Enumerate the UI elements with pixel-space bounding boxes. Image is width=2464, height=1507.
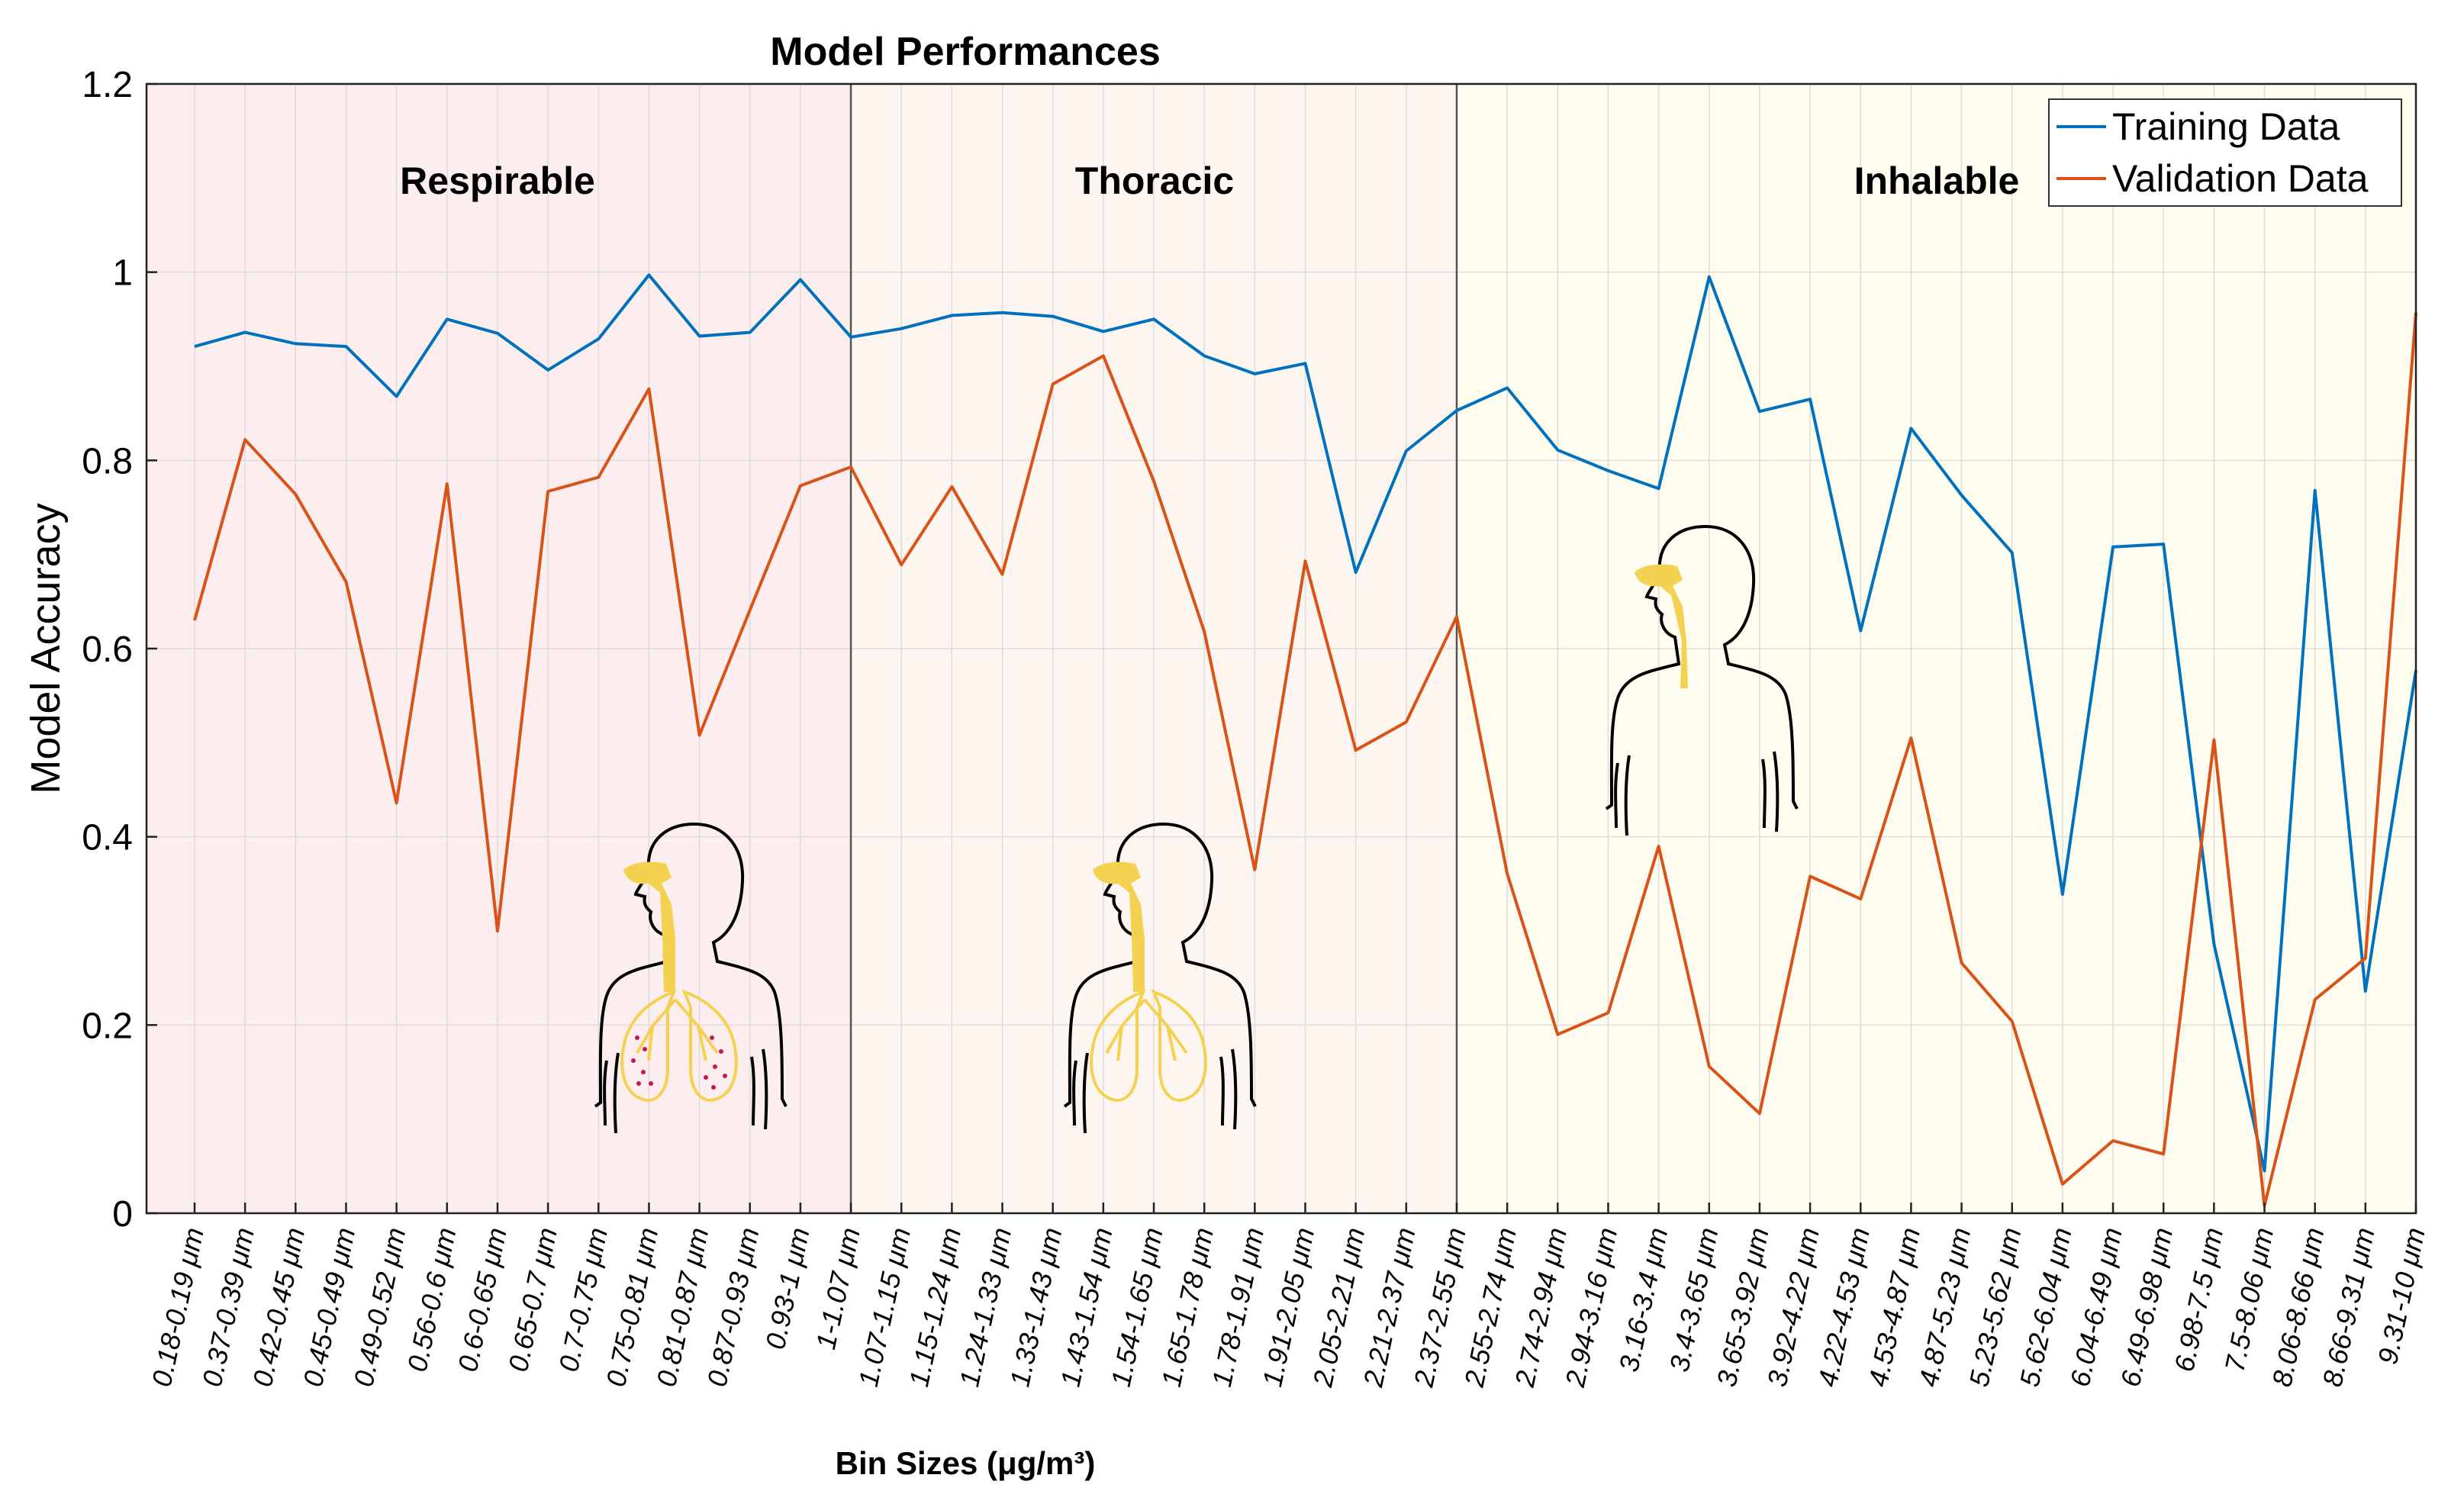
legend: Training Data Validation Data (2048, 98, 2402, 207)
x-tick-label: 6.98-7.5 μm (2168, 1225, 2229, 1374)
region-label-inhalable: Inhalable (1854, 159, 2020, 202)
x-tick-label: 0.65-0.7 μm (502, 1225, 563, 1374)
region-label-thoracic: Thoracic (1075, 159, 1234, 202)
x-tick-label: 3.16-3.4 μm (1612, 1225, 1673, 1374)
thoracic-body-illustration (1063, 822, 1257, 1134)
particle-dots (631, 1035, 727, 1090)
legend-box (2048, 98, 2402, 207)
inhalable-body-illustration (1605, 524, 1799, 836)
x-tick-label: 0.56-0.6 μm (401, 1225, 462, 1374)
x-tick-label: 1-1.07 μm (810, 1225, 866, 1352)
y-tick-label: 0.4 (82, 818, 133, 858)
lungs-outline (620, 989, 738, 1102)
chart-title: Model Performances (770, 30, 1161, 74)
y-tick-label: 1 (112, 253, 133, 294)
y-tick-label: 0.8 (82, 441, 133, 481)
y-tick-label: 0.2 (82, 1006, 133, 1046)
x-tick-label: 0.93-1 μm (759, 1225, 816, 1352)
legend-label-training: Training Data (2112, 105, 2340, 148)
respirable-body-illustration (594, 822, 788, 1134)
airway-shape (623, 861, 675, 992)
region-labels: Respirable Thoracic Inhalable (400, 159, 2019, 202)
region-label-respirable: Respirable (400, 159, 595, 202)
series-lines (193, 273, 2417, 1208)
y-axis-label: Model Accuracy (23, 503, 69, 794)
x-axis-label: Bin Sizes (μg/m³) (836, 1445, 1096, 1481)
airway-shape (1635, 564, 1688, 688)
y-tick-label: 0 (112, 1194, 133, 1235)
y-tick-label: 1.2 (82, 65, 133, 105)
x-tick-label: 0.7-0.75 μm (552, 1225, 614, 1374)
x-tick-label: 7.5-8.06 μm (2218, 1225, 2279, 1374)
region-dividers (849, 84, 1458, 1213)
x-tick-label: 3.4-3.65 μm (1664, 1225, 1725, 1374)
y-tick-label: 0.6 (82, 630, 133, 670)
x-tick-label: 9.31-10 μm (2372, 1225, 2431, 1367)
lungs-outline (1090, 989, 1207, 1102)
airway-shape (1093, 861, 1145, 992)
x-tick-label: 0.6-0.65 μm (452, 1225, 513, 1374)
legend-label-validation: Validation Data (2112, 157, 2369, 200)
